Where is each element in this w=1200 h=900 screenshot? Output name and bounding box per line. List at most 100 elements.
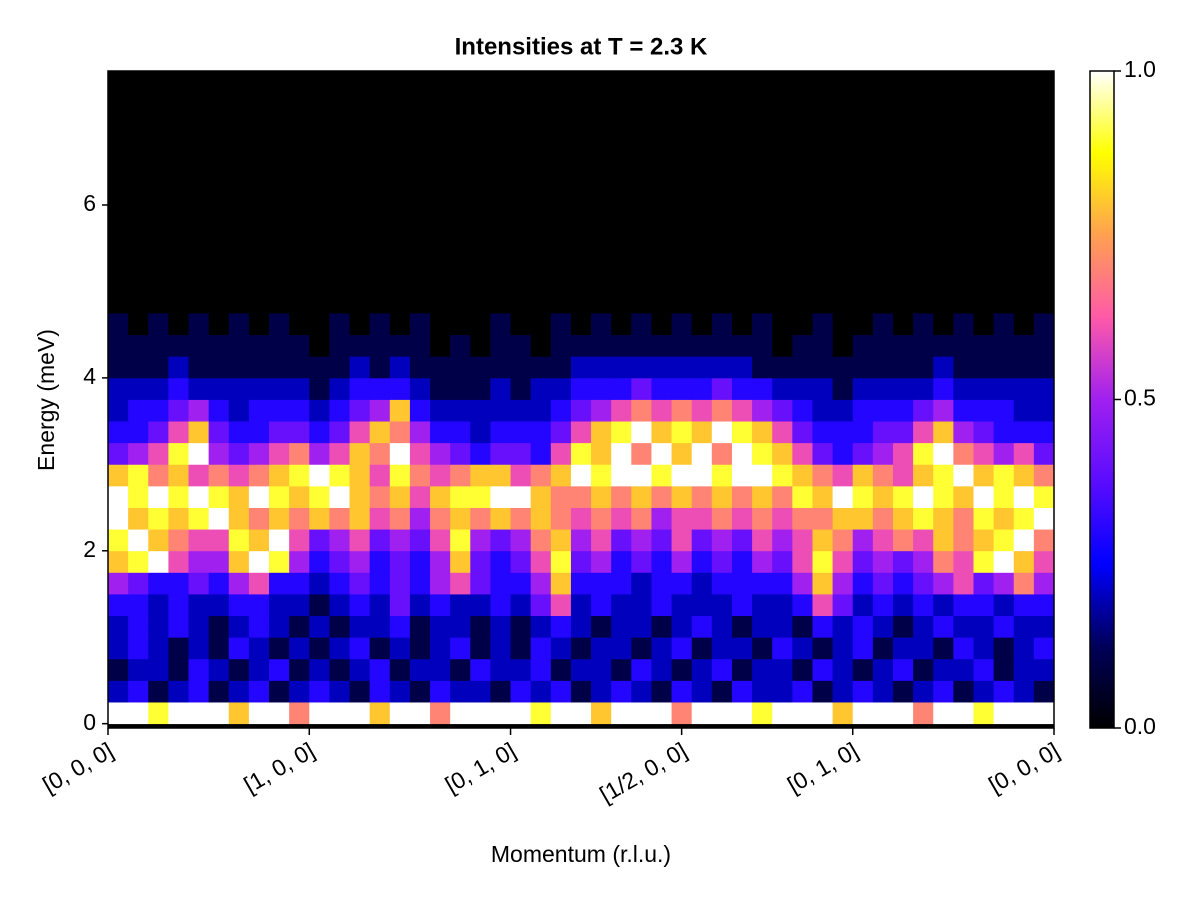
heatmap-cell: [852, 75, 874, 98]
heatmap-cell: [812, 118, 833, 141]
heatmap-cell: [852, 464, 874, 487]
heatmap-cell: [269, 356, 290, 379]
heatmap-cell: [772, 140, 793, 163]
heatmap-cell: [168, 313, 189, 336]
heatmap-cell: [671, 96, 693, 119]
heatmap-cell: [852, 313, 874, 336]
heatmap-cell: [550, 204, 572, 228]
heatmap-cell: [772, 118, 793, 141]
heatmap-cell: [148, 161, 169, 184]
heatmap-cell: [490, 226, 511, 249]
heatmap-cell: [168, 615, 189, 638]
heatmap-cell: [228, 572, 250, 595]
heatmap-cell: [852, 442, 874, 465]
heatmap-cell: [168, 399, 189, 422]
heatmap-cell: [1013, 442, 1035, 465]
heatmap-cell: [993, 702, 1015, 725]
heatmap-cell: [470, 313, 491, 336]
heatmap-cell: [852, 680, 874, 703]
heatmap-cell: [128, 291, 149, 314]
heatmap-cell: [148, 313, 169, 336]
heatmap-cell: [329, 615, 350, 638]
heatmap-cell: [872, 183, 894, 206]
heatmap-cell: [490, 615, 511, 638]
heatmap-cell: [892, 204, 914, 228]
heatmap-cell: [591, 334, 612, 357]
heatmap-cell: [611, 399, 632, 422]
heatmap-cell: [731, 637, 753, 660]
heatmap-cell: [349, 485, 371, 508]
heatmap-cell: [591, 702, 612, 725]
heatmap-cell: [349, 399, 371, 422]
heatmap-cell: [530, 637, 552, 660]
heatmap-cell: [973, 680, 995, 703]
heatmap-cell: [892, 658, 914, 681]
heatmap-cell: [168, 572, 189, 595]
heatmap-cell: [269, 140, 290, 163]
heatmap-cell: [248, 421, 270, 444]
heatmap-cell: [430, 507, 451, 530]
heatmap-cell: [490, 637, 511, 660]
heatmap-cell: [651, 204, 672, 228]
heatmap-cell: [409, 442, 431, 465]
heatmap-cell: [329, 702, 350, 725]
heatmap-cell: [208, 356, 230, 379]
heatmap-cell: [470, 248, 491, 271]
heatmap-cell: [852, 637, 874, 660]
heatmap-cell: [691, 248, 713, 271]
heatmap-cell: [611, 291, 632, 314]
heatmap-cell: [772, 680, 793, 703]
heatmap-cell: [108, 118, 129, 141]
heatmap-cell: [228, 680, 250, 703]
heatmap-cell: [269, 615, 290, 638]
heatmap-cell: [289, 594, 310, 617]
heatmap-cell: [148, 615, 169, 638]
heatmap-cell: [530, 291, 552, 314]
heatmap-cell: [329, 485, 350, 508]
heatmap-cell: [631, 204, 652, 228]
heatmap-cell: [792, 118, 813, 141]
heatmap-cell: [530, 594, 552, 617]
heatmap-cell: [792, 680, 813, 703]
heatmap-cell: [933, 334, 954, 357]
heatmap-cell: [671, 161, 693, 184]
heatmap-cell: [168, 658, 189, 681]
heatmap-cell: [530, 485, 552, 508]
heatmap-cell: [510, 269, 532, 292]
heatmap-cell: [832, 204, 854, 228]
heatmap-cell: [913, 75, 934, 98]
heatmap-cell: [1033, 183, 1055, 206]
heatmap-cell: [188, 680, 210, 703]
heatmap-cell: [490, 313, 511, 336]
heatmap-cell: [228, 615, 250, 638]
heatmap-cell: [1033, 161, 1055, 184]
heatmap-cell: [248, 594, 270, 617]
heatmap-cell: [852, 658, 874, 681]
heatmap-cell: [933, 658, 954, 681]
heatmap-cell: [228, 658, 250, 681]
heatmap-cell: [671, 226, 693, 249]
heatmap-cell: [691, 96, 713, 119]
heatmap-cell: [369, 529, 391, 552]
heatmap-cell: [671, 637, 693, 660]
heatmap-cell: [591, 680, 612, 703]
heatmap-cell: [892, 269, 914, 292]
heatmap-cell: [691, 421, 713, 444]
heatmap-cell: [188, 226, 210, 249]
heatmap-cell: [550, 118, 572, 141]
heatmap-cell: [550, 377, 572, 400]
heatmap-cell: [128, 140, 149, 163]
heatmap-cell: [128, 702, 149, 725]
heatmap-cell: [530, 96, 552, 119]
heatmap-cell: [208, 183, 230, 206]
heatmap-cell: [389, 118, 411, 141]
heatmap-cell: [651, 507, 672, 530]
heatmap-cell: [711, 680, 733, 703]
heatmap-cell: [933, 507, 954, 530]
heatmap-cell: [168, 96, 189, 119]
heatmap-cell: [691, 226, 713, 249]
heatmap-cell: [691, 442, 713, 465]
heatmap-cell: [1033, 680, 1055, 703]
heatmap-cell: [752, 421, 773, 444]
heatmap-cell: [651, 658, 672, 681]
